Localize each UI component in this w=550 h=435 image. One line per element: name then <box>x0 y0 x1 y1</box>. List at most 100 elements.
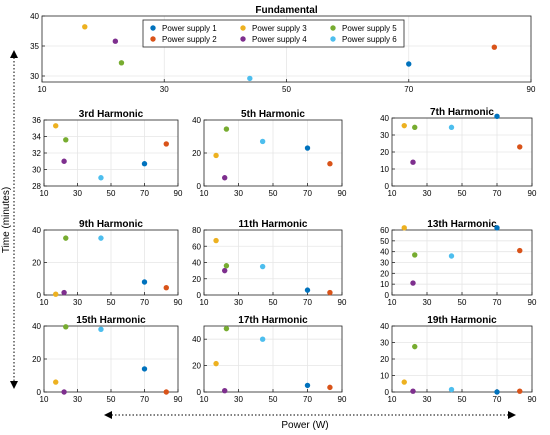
point-power-supply-2 <box>327 384 333 391</box>
point-power-supply-5 <box>63 137 69 143</box>
legend-item-power-supply-1: Power supply 1 <box>150 24 217 33</box>
legend-item-power-supply-2: Power supply 2 <box>150 35 217 44</box>
y-tick-label: 40 <box>32 226 41 235</box>
legend-label: Power supply 6 <box>342 35 397 44</box>
y-tick-label: 30 <box>380 131 389 140</box>
point-power-supply-5 <box>223 263 230 269</box>
panel-17th-harmonic: 10 30 50 70 90 0 20 40 17th Harmonic <box>192 315 347 404</box>
y-tick-label: 10 <box>380 372 389 381</box>
y-tick-label: 0 <box>197 291 202 300</box>
y-tick-label: 28 <box>32 182 41 191</box>
panel-title: 5th Harmonic <box>241 109 305 120</box>
y-tick-label: 20 <box>32 259 41 268</box>
x-tick-label: 30 <box>234 395 243 404</box>
y-tick-label: 0 <box>385 388 390 397</box>
figure-ylabel: Time (minutes) <box>1 187 12 253</box>
point-power-supply-6 <box>448 386 455 393</box>
legend-marker <box>330 25 336 31</box>
point-power-supply-4 <box>410 280 416 286</box>
panel-11th-harmonic: 10 30 50 70 90 0 20 40 60 80 11th Harmonic <box>192 219 347 307</box>
point-power-supply-2 <box>327 161 333 167</box>
y-tick-label: 20 <box>380 148 389 157</box>
point-power-supply-1 <box>304 145 311 151</box>
point-power-supply-2 <box>517 247 523 254</box>
y-tick-label: 20 <box>380 269 389 278</box>
point-power-supply-3 <box>213 360 219 367</box>
panel-title: 13th Harmonic <box>427 219 497 230</box>
legend-item-power-supply-6: Power supply 6 <box>330 35 397 44</box>
x-tick-label: 10 <box>200 298 209 307</box>
legend-marker <box>150 36 156 42</box>
x-tick-label: 90 <box>338 298 347 307</box>
point-power-supply-1 <box>494 389 500 395</box>
point-power-supply-3 <box>401 122 407 129</box>
x-tick-label: 10 <box>40 189 49 198</box>
point-power-supply-2 <box>517 388 523 394</box>
legend-marker <box>330 36 336 42</box>
legend-label: Power supply 1 <box>162 24 217 33</box>
y-tick-label: 36 <box>32 116 41 125</box>
legend-label: Power supply 4 <box>252 35 307 44</box>
point-power-supply-4 <box>222 175 228 181</box>
point-power-supply-6 <box>259 336 266 342</box>
y-tick-label: 40 <box>380 248 389 257</box>
y-tick-label: 30 <box>380 259 389 268</box>
legend: Power supply 1 Power supply 2 Power supply… <box>142 19 405 48</box>
point-power-supply-3 <box>401 225 407 231</box>
y-tick-label: 0 <box>385 182 390 191</box>
y-tick-label: 20 <box>192 275 201 284</box>
y-tick-label: 20 <box>192 149 201 158</box>
point-power-supply-1 <box>494 225 500 231</box>
x-tick-label: 30 <box>423 298 432 307</box>
subplot-grid: 10 30 50 70 90 30 35 40 Fundamental 10 30 50 70 90 28 3… <box>30 5 537 404</box>
x-tick-label: 50 <box>282 85 291 94</box>
point-power-supply-1 <box>406 61 412 67</box>
point-power-supply-5 <box>223 325 230 332</box>
y-tick-label: 30 <box>30 72 39 81</box>
x-tick-label: 70 <box>493 189 502 198</box>
legend-box <box>142 19 405 48</box>
point-power-supply-2 <box>163 284 169 291</box>
y-tick-label: 20 <box>380 355 389 364</box>
point-power-supply-5 <box>223 126 230 132</box>
point-power-supply-2 <box>163 389 169 395</box>
legend-item-power-supply-4: Power supply 4 <box>240 35 307 44</box>
x-tick-label: 50 <box>458 189 467 198</box>
y-tick-label: 10 <box>380 280 389 289</box>
x-tick-label: 30 <box>73 298 82 307</box>
x-tick-label: 70 <box>303 189 312 198</box>
point-power-supply-3 <box>213 237 219 244</box>
x-tick-label: 50 <box>107 189 116 198</box>
point-power-supply-3 <box>53 291 59 297</box>
x-tick-label: 30 <box>234 189 243 198</box>
panel-title: 3rd Harmonic <box>79 109 144 120</box>
legend-item-power-supply-3: Power supply 3 <box>240 24 307 33</box>
point-power-supply-1 <box>141 279 148 285</box>
y-tick-label: 0 <box>37 388 42 397</box>
x-tick-label: 90 <box>174 189 183 198</box>
x-tick-label: 10 <box>40 395 49 404</box>
y-tick-label: 40 <box>380 114 389 123</box>
panel-title: 11th Harmonic <box>239 219 308 230</box>
point-power-supply-5 <box>63 324 69 330</box>
point-power-supply-4 <box>222 387 228 394</box>
point-power-supply-5 <box>118 60 125 66</box>
x-tick-label: 90 <box>527 85 536 94</box>
y-tick-label: 40 <box>380 322 389 331</box>
legend-label: Power supply 3 <box>252 24 307 33</box>
y-tick-label: 60 <box>192 242 201 251</box>
point-power-supply-5 <box>412 343 418 350</box>
point-power-supply-4 <box>61 289 67 296</box>
y-tick-label: 30 <box>380 339 389 348</box>
x-tick-label: 50 <box>269 395 278 404</box>
x-tick-label: 30 <box>73 395 82 404</box>
x-tick-label: 90 <box>338 189 347 198</box>
legend-label: Power supply 2 <box>162 35 217 44</box>
x-tick-label: 10 <box>200 395 209 404</box>
x-tick-label: 90 <box>528 395 537 404</box>
y-tick-label: 10 <box>380 165 389 174</box>
point-power-supply-5 <box>412 252 418 258</box>
